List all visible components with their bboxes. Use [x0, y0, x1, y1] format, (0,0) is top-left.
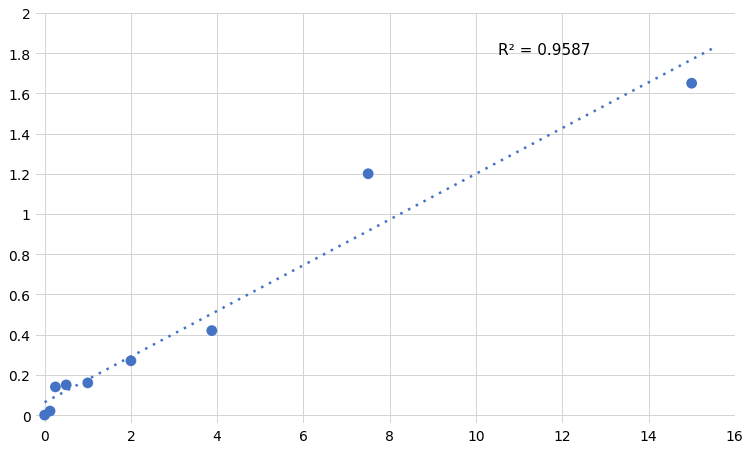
Point: [44, 408, 56, 415]
Point: [50, 383, 62, 391]
Point: [362, 171, 374, 178]
Point: [206, 327, 218, 335]
Point: [82, 379, 94, 387]
Point: [125, 357, 137, 364]
Point: [686, 80, 698, 87]
Point: [38, 412, 50, 419]
Point: [60, 382, 72, 389]
Text: R² = 0.9587: R² = 0.9587: [498, 42, 590, 57]
